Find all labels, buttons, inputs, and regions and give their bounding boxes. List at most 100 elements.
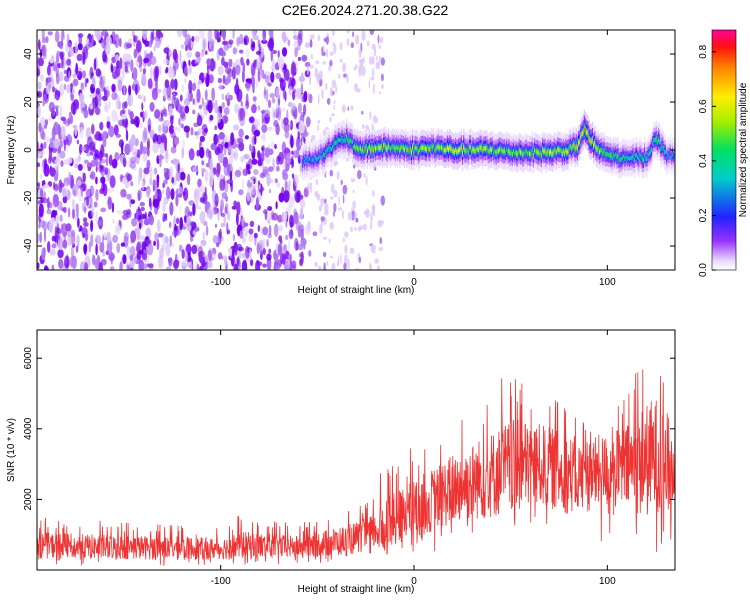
signal-cell [604,151,606,157]
noise-speckle [82,52,85,66]
noise-speckle [271,97,276,104]
colorbar-tick-label: 0.8 [698,44,709,58]
signal-cell [630,155,632,160]
noise-speckle [168,49,172,58]
noise-speckle [325,36,329,45]
noise-speckle [55,154,61,166]
noise-speckle [308,250,312,257]
noise-speckle [199,210,206,224]
noise-speckle [264,109,271,118]
noise-speckle [333,105,335,110]
signal-cell [323,153,326,158]
x-tick-label: 0 [411,277,417,288]
signal-cell [612,152,615,157]
noise-speckle [241,252,246,259]
noise-speckle [142,263,148,269]
noise-speckle [229,182,233,187]
noise-speckle [287,180,291,189]
noise-speckle [45,36,49,44]
noise-speckle [108,125,115,138]
noise-speckle [238,128,244,138]
noise-speckle [315,60,320,65]
y-tick-label: 40 [23,48,34,60]
signal-cell [562,148,565,154]
signal-cell [593,143,595,148]
noise-speckle [184,250,188,263]
colorbar-tick-label: 0.2 [698,208,709,222]
noise-speckle [95,210,99,223]
noise-speckle [255,259,261,270]
noise-speckle [250,62,256,77]
signal-cell [410,150,413,155]
snr-ylabel: SNR (10 * v/v) [6,418,17,482]
noise-speckle [43,124,47,129]
signal-cell [461,150,464,155]
signal-cell [451,148,453,154]
noise-speckle [236,212,239,226]
noise-speckle [142,30,148,40]
signal-cell [528,151,530,156]
noise-speckle [50,217,56,225]
noise-speckle [217,143,224,154]
noise-speckle [96,33,101,41]
noise-speckle [197,205,202,210]
noise-speckle [219,178,226,191]
noise-speckle [48,148,53,163]
noise-speckle [209,114,214,121]
noise-speckle [303,187,309,198]
noise-speckle [363,210,368,215]
signal-cell [475,147,478,152]
noise-speckle [79,225,83,232]
signal-cell [363,149,365,154]
noise-speckle [176,217,180,225]
noise-speckle [164,236,169,244]
signal-cell [420,145,422,151]
noise-speckle [358,225,364,230]
signal-cell [329,147,332,152]
noise-speckle [182,191,186,196]
noise-speckle [326,48,329,58]
signal-cell [619,157,622,162]
noise-speckle [137,122,139,128]
noise-speckle [95,243,98,256]
signal-cell [497,148,500,154]
noise-speckle [79,126,84,139]
noise-speckle [252,96,257,102]
signal-cell [395,144,398,149]
signal-cell [591,137,594,143]
signal-cell [465,149,467,154]
noise-speckle [131,218,138,227]
noise-speckle [80,101,86,108]
noise-speckle [85,232,89,242]
noise-speckle [226,222,229,235]
noise-speckle [201,37,207,52]
noise-speckle [344,244,348,255]
noise-speckle [321,88,324,99]
signal-cell [435,146,437,152]
signal-cell [482,146,485,151]
signal-cell [432,143,435,148]
noise-speckle [317,119,321,125]
noise-speckle [151,88,158,101]
signal-cell [635,152,638,158]
signal-cell [362,147,364,152]
noise-speckle [181,84,185,92]
noise-speckle [114,152,120,162]
noise-speckle [209,170,215,180]
signal-cell [571,146,573,151]
noise-speckle [111,56,117,64]
noise-speckle [42,99,45,107]
noise-speckle [239,230,244,240]
noise-speckle [296,137,302,151]
noise-speckle [358,256,361,264]
noise-speckle [198,250,203,263]
noise-speckle [344,254,348,266]
noise-speckle [380,195,385,206]
noise-speckle [268,189,271,194]
noise-speckle [114,34,120,48]
colorbar-tick-label: 0.6 [698,99,709,113]
signal-cell [535,149,537,154]
noise-speckle [286,152,292,165]
signal-cell [387,143,390,148]
noise-speckle [333,202,337,213]
